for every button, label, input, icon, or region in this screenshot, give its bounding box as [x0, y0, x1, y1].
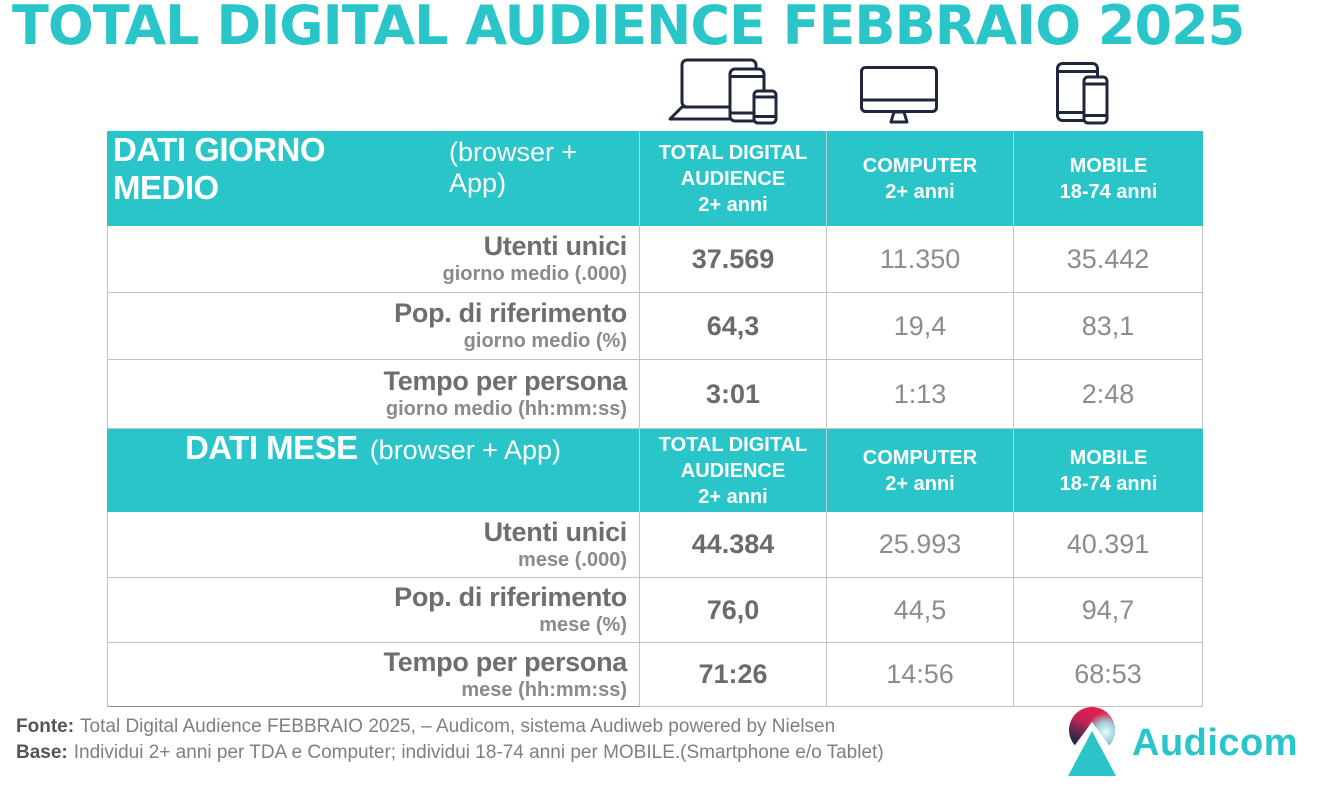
- row-label: Utenti unici giorno medio (.000): [107, 226, 640, 293]
- column-header-computer: COMPUTER 2+ anni: [827, 429, 1014, 512]
- value-cell: 76,0: [640, 578, 827, 643]
- base-text: Individui 2+ anni per TDA e Computer; in…: [73, 742, 884, 763]
- fonte-label: Fonte:: [16, 716, 75, 737]
- value-cell: 11.350: [827, 226, 1014, 293]
- value-cell: 94,7: [1014, 578, 1203, 643]
- audicom-logo-mark: [1064, 707, 1120, 776]
- section-suffix: (browser + App): [369, 435, 562, 465]
- footer-notes: Fonte: Total Digital Audience FEBBRAIO 20…: [16, 714, 884, 766]
- value-cell: 64,3: [640, 293, 827, 360]
- column-header-computer: COMPUTER 2+ anni: [827, 131, 1014, 226]
- audicom-wordmark: Audicom: [1132, 722, 1299, 764]
- value-cell: 44.384: [640, 512, 827, 578]
- desktop-computer-icon: [860, 66, 938, 124]
- footer-source: Fonte: Total Digital Audience FEBBRAIO 20…: [16, 714, 884, 740]
- value-cell: 35.442: [1014, 226, 1203, 293]
- row-label: Pop. di riferimento giorno medio (%): [107, 293, 640, 360]
- value-cell: 25.993: [827, 512, 1014, 578]
- column-header-tda: TOTAL DIGITAL AUDIENCE 2+ anni: [640, 429, 827, 512]
- footer-base: Base: Individui 2+ anni per TDA e Compute…: [16, 740, 884, 766]
- value-cell: 37.569: [640, 226, 827, 293]
- value-cell: 3:01: [640, 360, 827, 429]
- value-cell: 40.391: [1014, 512, 1203, 578]
- value-cell: 83,1: [1014, 293, 1203, 360]
- multi-device-icon: [668, 57, 786, 125]
- row-label: Tempo per persona giorno medio (hh:mm:ss…: [107, 360, 640, 429]
- base-label: Base:: [16, 742, 68, 763]
- tablet-phone-icon: [1056, 62, 1118, 126]
- value-cell: 44,5: [827, 578, 1014, 643]
- column-header-mobile: MOBILE 18-74 anni: [1014, 429, 1203, 512]
- value-cell: 19,4: [827, 293, 1014, 360]
- page-title: TOTAL DIGITAL AUDIENCE FEBBRAIO 2025: [12, 0, 1245, 57]
- row-label: Tempo per persona mese (hh:mm:ss): [107, 643, 640, 707]
- row-label: Utenti unici mese (.000): [107, 512, 640, 578]
- section-suffix: (browser + App): [449, 137, 578, 198]
- section-title: DATI MESE: [184, 429, 358, 466]
- value-cell: 1:13: [827, 360, 1014, 429]
- fonte-text: Total Digital Audience FEBBRAIO 2025, – …: [80, 716, 836, 737]
- row-label: Pop. di riferimento mese (%): [107, 578, 640, 643]
- value-cell: 68:53: [1014, 643, 1203, 707]
- audience-table: DATI GIORNO MEDIO (browser + App) TOTAL …: [107, 131, 1203, 707]
- section-header-mese: DATI MESE (browser + App): [107, 429, 640, 512]
- section-title: DATI GIORNO MEDIO: [113, 131, 326, 206]
- value-cell: 71:26: [640, 643, 827, 707]
- column-header-mobile: MOBILE 18-74 anni: [1014, 131, 1203, 226]
- value-cell: 14:56: [827, 643, 1014, 707]
- section-header-giorno-medio: DATI GIORNO MEDIO (browser + App): [107, 131, 640, 226]
- column-header-tda: TOTAL DIGITAL AUDIENCE 2+ anni: [640, 131, 827, 226]
- value-cell: 2:48: [1014, 360, 1203, 429]
